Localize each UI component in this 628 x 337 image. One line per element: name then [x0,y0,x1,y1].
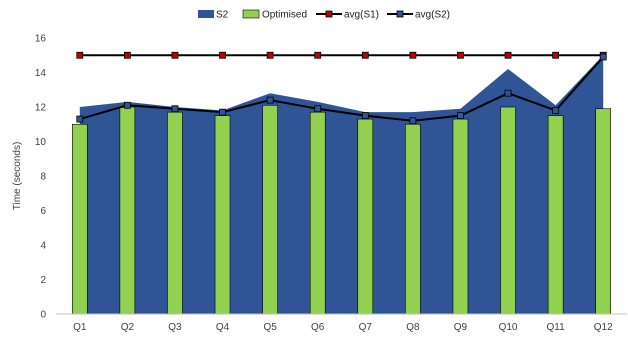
x-tick-label: Q11 [547,322,566,333]
optimised-bar [167,111,183,315]
optimised-bar [452,118,469,315]
x-tick-label: Q12 [594,322,613,333]
avg-s1-marker [219,51,226,59]
x-tick-label: Q9 [454,322,468,333]
avg-s1-marker [171,51,179,59]
avg-s2-marker [219,108,226,116]
avg-s2-marker [266,96,274,104]
optimised-bar [214,115,231,315]
avg-s1-marker [552,51,560,59]
optimised-bar [309,111,326,315]
y-tick-label: 10 [35,137,47,148]
y-tick-label: 6 [40,206,46,217]
y-tick-label: 16 [35,34,47,45]
avg-s2-marker [171,105,179,113]
legend-item: S2 [198,10,229,21]
avg-s1-marker [76,51,84,59]
optimised-bar [119,106,136,315]
s2-area [79,55,604,314]
legend-swatch [198,10,214,18]
y-axis-ticks: 0 2 4 6 8 10 12 14 16 [35,34,47,321]
avg-s2-marker [314,105,322,113]
avg-s2-marker [361,112,369,120]
legend: S2 Optimised avg(S1) avg(S2) [198,10,450,21]
s2-area-shape [79,55,604,314]
optimised-bar [547,115,564,315]
avg-s2-marker [504,89,512,97]
y-tick-label: 2 [40,275,46,286]
y-tick-label: 12 [35,103,47,114]
avg-s2-marker [599,53,607,61]
legend-label: avg(S2) [415,10,450,21]
y-tick-label: 0 [40,310,46,321]
legend-swatch [242,9,260,19]
x-tick-label: Q6 [311,322,325,333]
legend-label: avg(S1) [344,10,379,21]
avg-s2-marker [123,101,131,109]
avg-s1-marker [409,51,417,59]
avg-s1-marker [314,51,322,59]
avg-s2-marker [457,112,464,120]
x-tick-label: Q7 [359,322,373,333]
optimised-bar [595,108,612,315]
x-tick-label: Q8 [406,322,420,333]
avg-s1-marker [457,51,464,59]
x-axis-ticks: Q1 Q2 Q3 Q4 Q5 Q6 Q7 Q8 Q9 Q10 Q11 Q12 [73,322,613,333]
optimised-bar [71,123,88,315]
legend-item: avg(S1) [316,10,379,21]
legend-label: S2 [216,10,229,21]
x-tick-label: Q3 [168,322,182,333]
optimised-bar [357,118,374,315]
avg-s2-marker [76,115,84,123]
optimised-bar [262,104,278,315]
x-tick-label: Q1 [73,322,87,333]
legend-swatch-marker [396,10,404,18]
avg-s1-marker [123,51,131,59]
avg-s2-marker [552,107,560,114]
avg-s2-line [79,56,604,122]
y-axis-title: Time (seconds) [12,142,23,211]
legend-item: avg(S2) [387,10,450,21]
x-tick-label: Q4 [216,322,230,333]
y-tick-label: 14 [35,68,47,79]
legend-label: Optimised [262,10,307,21]
avg-s2-marker [409,117,417,125]
legend-item: Optimised [242,9,307,21]
optimised-bar [405,123,421,315]
avg-s1-marker [266,51,274,59]
optimised-bar [500,106,516,315]
x-tick-label: Q10 [499,322,518,333]
y-tick-label: 4 [40,241,46,252]
y-tick-label: 8 [40,172,46,183]
avg-s1-marker [361,51,369,59]
legend-swatch-marker [325,10,333,18]
x-tick-label: Q2 [121,322,135,333]
avg-s1-marker [504,51,512,59]
x-tick-label: Q5 [263,322,277,333]
avg-lines [76,51,607,125]
